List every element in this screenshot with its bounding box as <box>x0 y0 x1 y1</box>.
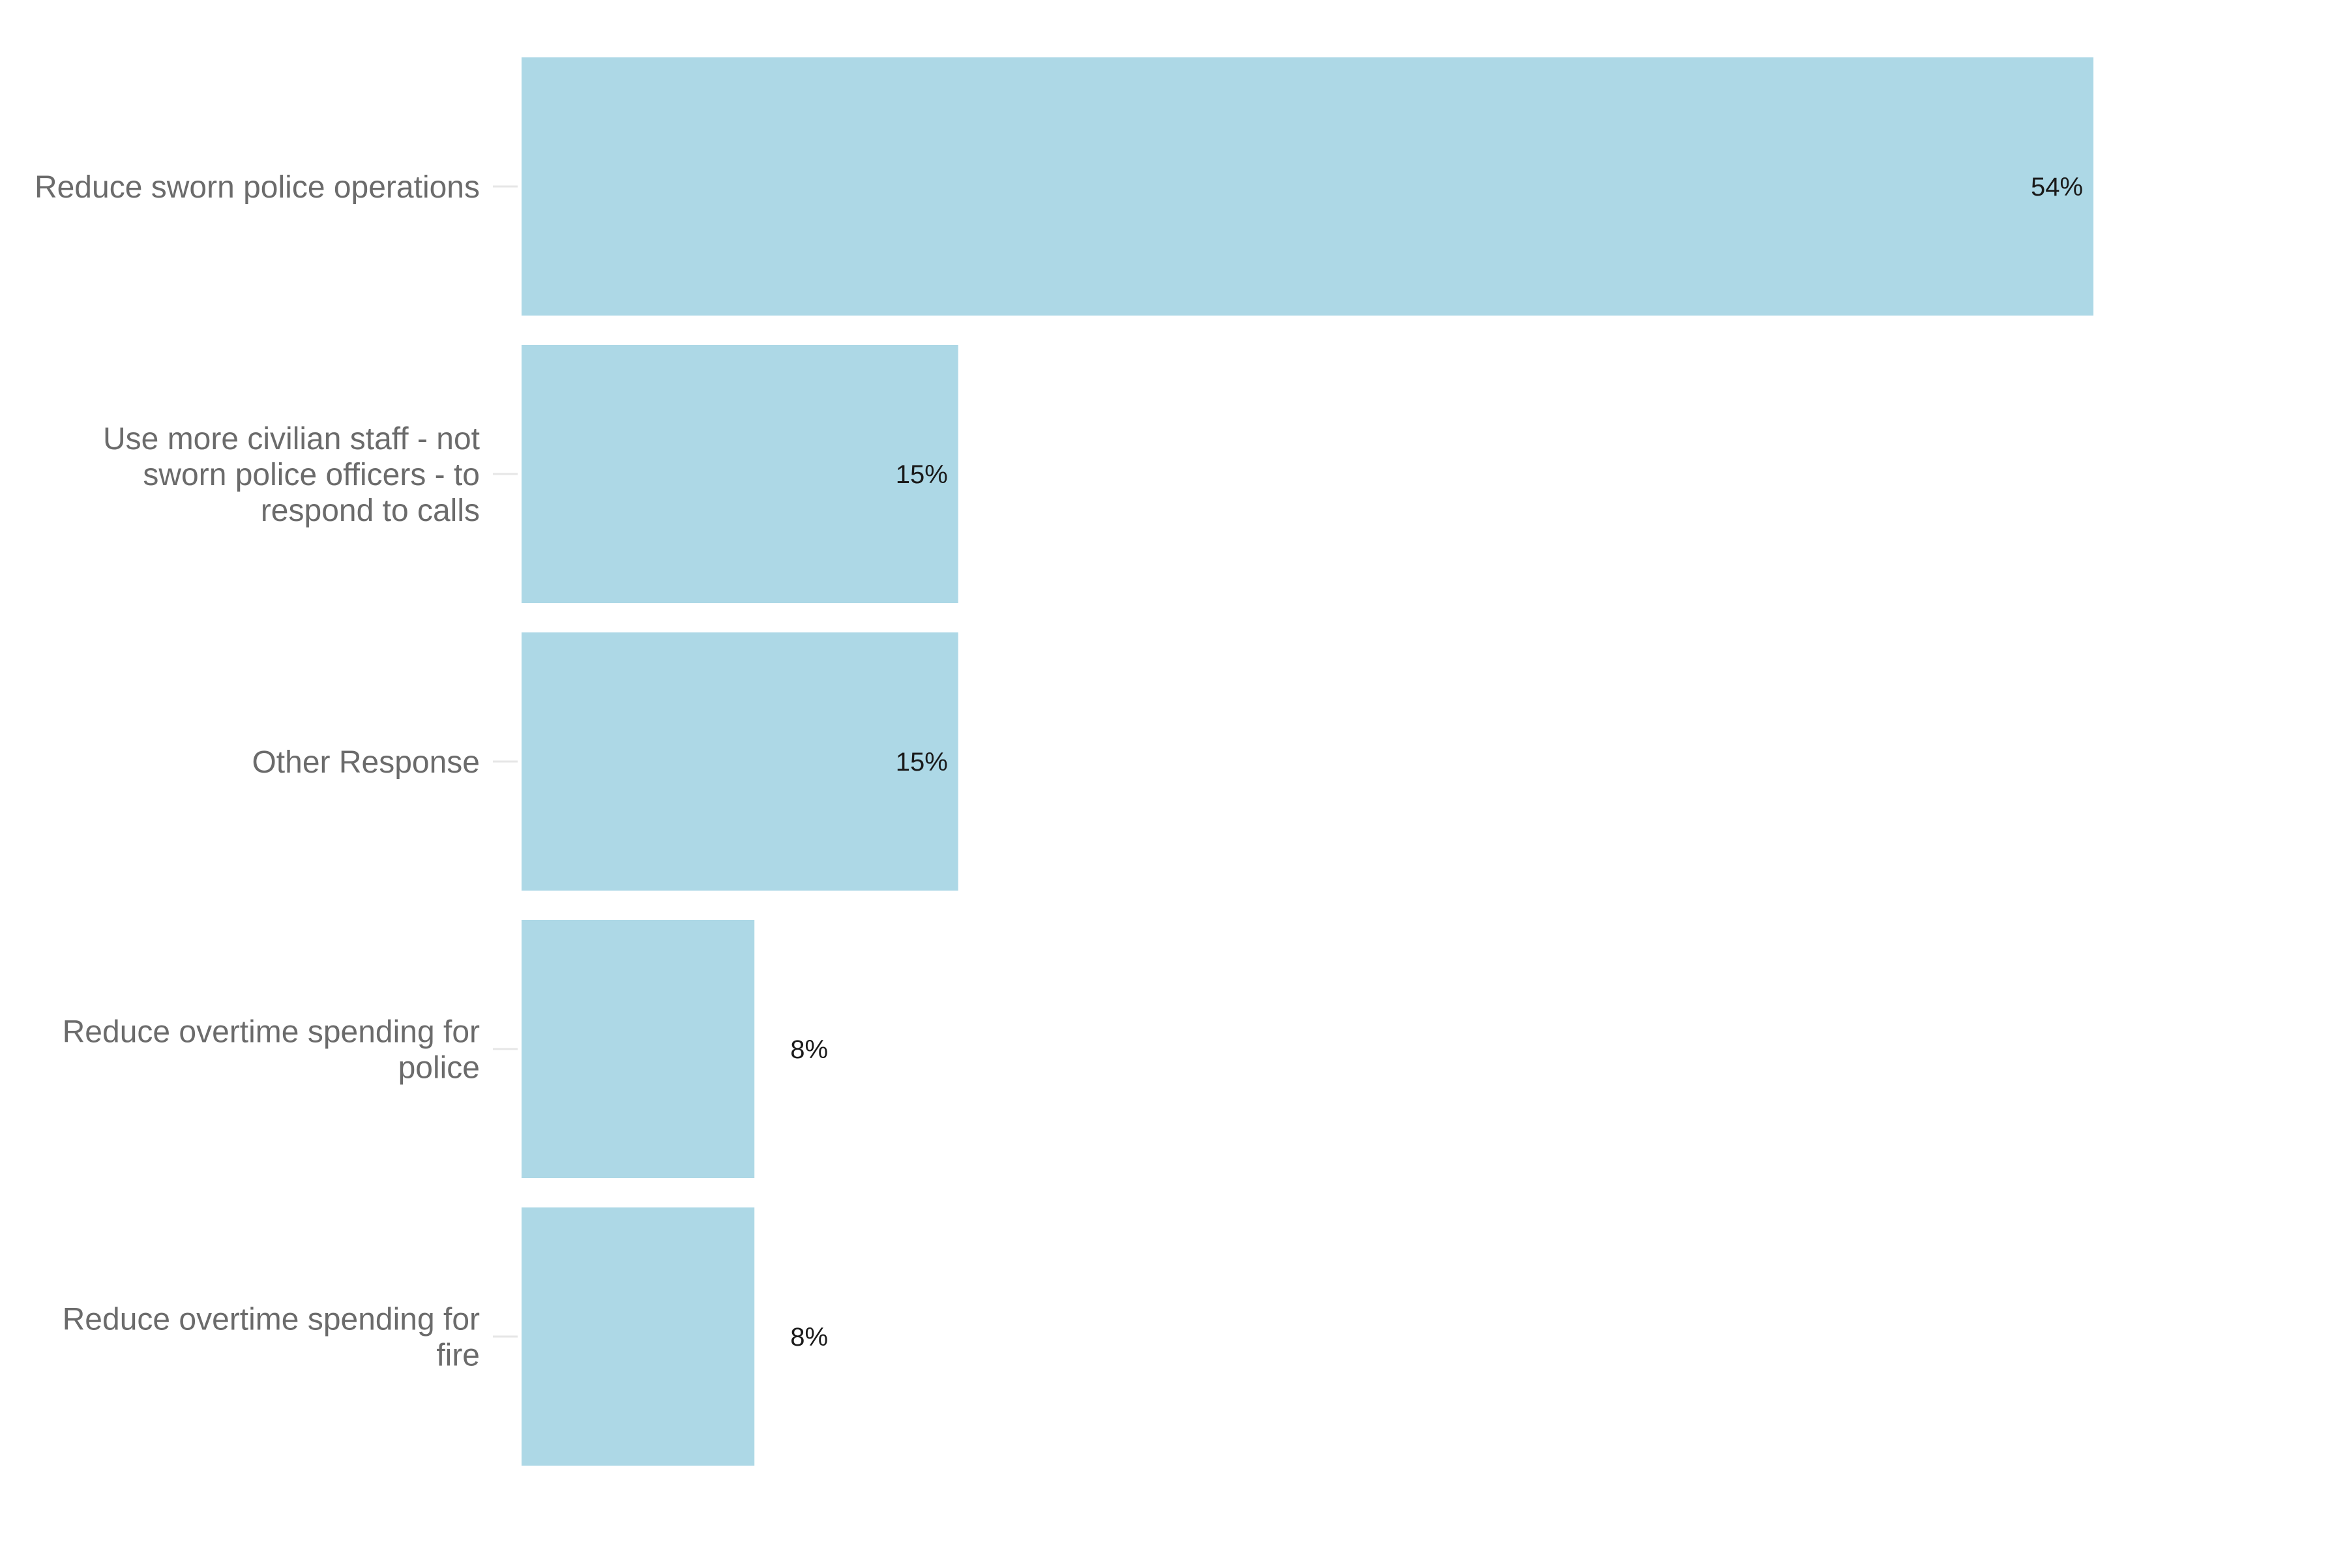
category-label-2: Use more civilian staff - not sworn polic… <box>103 422 480 528</box>
bar-2 <box>522 345 958 603</box>
category-label-line: fire <box>436 1338 480 1372</box>
category-label-3: Other Response <box>252 745 480 780</box>
bar-3 <box>522 632 958 891</box>
category-label-5: Reduce overtime spending for fire <box>63 1302 480 1372</box>
bar-4 <box>522 920 755 1178</box>
value-label-3: 15% <box>896 748 948 777</box>
category-label-line: respond to calls <box>261 494 480 528</box>
category-label-line: Reduce sworn police operations <box>35 170 480 205</box>
category-labels: Reduce sworn police operations Use more c… <box>35 170 480 1373</box>
y-axis-ticks <box>493 185 518 1338</box>
bar-1 <box>522 57 2094 316</box>
category-label-4: Reduce overtime spending for police <box>63 1014 480 1085</box>
value-label-1: 54% <box>2031 173 2083 201</box>
value-label-5: 8% <box>790 1323 828 1352</box>
category-label-line: sworn police officers - to <box>143 458 480 492</box>
bars-layer <box>522 57 2094 1466</box>
category-label-1: Reduce sworn police operations <box>35 170 480 205</box>
category-label-line: Reduce overtime spending for <box>63 1302 480 1337</box>
category-label-line: Reduce overtime spending for <box>63 1014 480 1049</box>
value-label-4: 8% <box>790 1035 828 1064</box>
value-labels: 54% 15% 15% 8% 8% <box>790 173 2083 1352</box>
category-label-line: Use more civilian staff - not <box>103 422 480 456</box>
bar-5 <box>522 1207 755 1466</box>
category-label-line: police <box>398 1050 480 1085</box>
value-label-2: 15% <box>896 460 948 489</box>
category-label-line: Other Response <box>252 745 480 780</box>
